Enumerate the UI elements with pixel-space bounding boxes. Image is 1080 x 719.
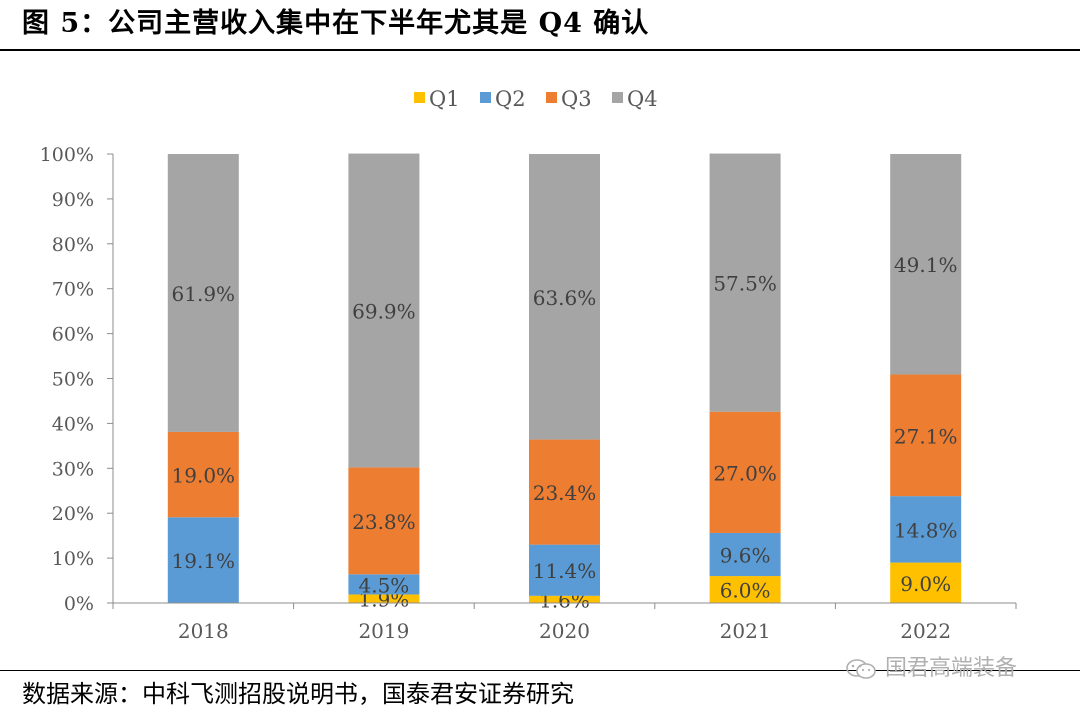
bar-segment-q3 bbox=[890, 374, 962, 497]
bar-segment-q2 bbox=[167, 517, 239, 603]
data-label: 49.1% bbox=[894, 253, 958, 277]
legend-swatch-q4 bbox=[612, 92, 623, 103]
legend-label: Q2 bbox=[495, 87, 526, 111]
bar-segment-q1 bbox=[348, 594, 420, 603]
bar-stack-2018: 19.1% 19.0% 61.9% bbox=[167, 154, 239, 603]
bar-segment-q4 bbox=[709, 153, 781, 412]
source-note: 数据来源：中科飞测招股说明书，国泰君安证券研究 bbox=[22, 680, 574, 708]
bar-stacks: 19.1%19.0%61.9%1.9%4.5%23.8%69.9%1.6%11.… bbox=[167, 153, 962, 612]
bar-segment-q3 bbox=[167, 431, 239, 518]
y-tick-label: 70% bbox=[52, 279, 94, 301]
data-label: 27.0% bbox=[713, 461, 777, 485]
y-tick-label: 100% bbox=[40, 144, 94, 166]
x-tick-label: 2022 bbox=[900, 619, 951, 643]
data-label: 63.6% bbox=[533, 286, 597, 310]
y-tick-label: 10% bbox=[52, 548, 94, 570]
bar-segment-q3 bbox=[348, 467, 420, 575]
x-tick-label: 2019 bbox=[358, 619, 409, 643]
bar-segment-q2 bbox=[529, 544, 600, 596]
bar-stack-2019: 1.9%4.5%23.8%69.9% bbox=[348, 153, 420, 612]
bar-segment-q2 bbox=[348, 574, 420, 595]
footer-divider bbox=[0, 670, 1080, 671]
data-label: 6.0% bbox=[720, 579, 771, 603]
bar-stack-2022: 9.0% 14.8% 27.1% 49.1% bbox=[890, 154, 962, 603]
watermark: 国君高端装备 bbox=[845, 654, 1017, 684]
x-tick-label: 2020 bbox=[539, 619, 590, 643]
bar-segment-q4 bbox=[348, 153, 420, 468]
bar-segment-q2 bbox=[709, 532, 781, 577]
bar-segment-q4 bbox=[167, 154, 239, 432]
legend-label: Q4 bbox=[627, 87, 658, 111]
y-tick-label: 0% bbox=[64, 593, 94, 615]
bar-segment-q3 bbox=[709, 411, 781, 533]
chart-legend: Q1 Q2 Q3 Q4 bbox=[414, 87, 658, 111]
legend-label: Q3 bbox=[561, 87, 592, 111]
data-label: 61.9% bbox=[172, 282, 236, 306]
wechat-icon bbox=[846, 659, 876, 679]
y-tick-label: 20% bbox=[52, 503, 94, 525]
x-tick-label: 2021 bbox=[720, 619, 771, 643]
data-label: 27.1% bbox=[894, 424, 958, 448]
bar-segment-q1 bbox=[529, 595, 600, 603]
data-label: 57.5% bbox=[713, 272, 777, 296]
bar-segment-q3 bbox=[529, 439, 600, 545]
bar-segment-q4 bbox=[529, 154, 600, 440]
data-label: 4.5% bbox=[358, 573, 409, 597]
data-label: 9.0% bbox=[900, 572, 951, 596]
bar-stack-2021: 6.0% 9.6% 27.0% 57.5% bbox=[709, 153, 781, 603]
data-label: 14.8% bbox=[894, 518, 958, 542]
x-axis: 2018 2019 2020 2021 2022 bbox=[112, 602, 1017, 643]
legend-label: Q1 bbox=[429, 87, 460, 111]
y-tick-label: 80% bbox=[52, 234, 94, 256]
figure-title: 图 5：公司主营收入集中在下半年尤其是 Q4 确认 bbox=[22, 8, 650, 39]
legend-swatch-q1 bbox=[414, 92, 425, 103]
data-label: 9.6% bbox=[720, 544, 771, 568]
data-label: 11.4% bbox=[533, 559, 597, 583]
data-label: 19.1% bbox=[172, 549, 236, 573]
title-divider bbox=[0, 49, 1080, 51]
bar-segment-q4 bbox=[890, 154, 962, 375]
y-tick-label: 30% bbox=[52, 458, 94, 480]
bar-segment-q1 bbox=[890, 562, 962, 603]
data-label: 19.0% bbox=[172, 464, 236, 488]
y-axis: 0% 10% 20% 30% 40% 50% 60% 70% 80% 90% 100% bbox=[40, 144, 114, 615]
legend-swatch-q3 bbox=[546, 92, 557, 103]
x-tick-label: 2018 bbox=[178, 619, 229, 643]
data-label: 23.8% bbox=[352, 510, 416, 534]
stacked-bar-chart: Q1 Q2 Q3 Q4 0% 10% 20% 30% 40% 50% 60% 70% 80% 90% 10… bbox=[40, 87, 1017, 643]
y-tick-label: 60% bbox=[52, 324, 94, 346]
bar-stack-2020: 1.6%11.4%23.4%63.6% bbox=[529, 154, 600, 612]
bar-segment-q2 bbox=[890, 496, 962, 563]
y-tick-label: 50% bbox=[52, 369, 94, 391]
y-tick-label: 40% bbox=[52, 413, 94, 435]
data-label: 69.9% bbox=[352, 299, 416, 323]
bar-segment-q1 bbox=[709, 576, 781, 603]
watermark-text: 国君高端装备 bbox=[885, 656, 1018, 681]
data-label: 23.4% bbox=[533, 481, 597, 505]
legend-swatch-q2 bbox=[480, 92, 491, 103]
y-tick-label: 90% bbox=[52, 189, 94, 211]
